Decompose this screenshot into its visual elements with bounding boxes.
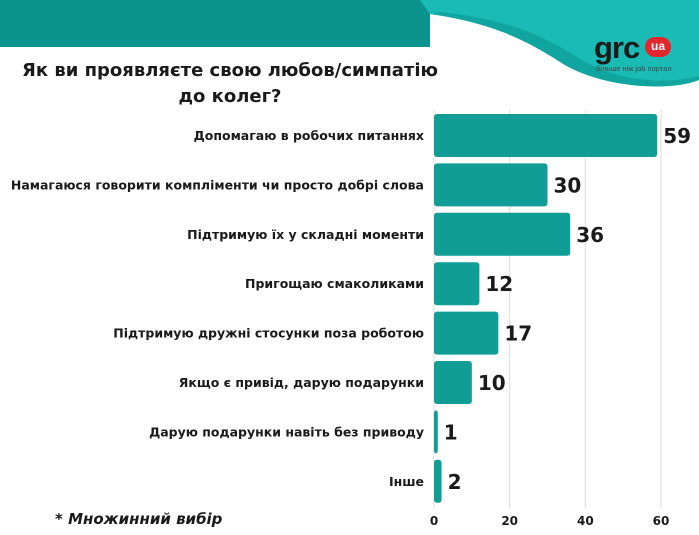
category-label: Інше <box>389 474 424 489</box>
value-label: 59 <box>663 124 691 148</box>
category-label: Намагаюся говорити компліменти чи просто… <box>11 177 424 192</box>
category-label: Дарую подарунки навіть без приводу <box>149 424 424 439</box>
value-label: 30 <box>554 173 582 197</box>
category-label: Допомагаю в робочих питаннях <box>194 128 424 143</box>
bar <box>434 361 472 404</box>
chart-title-line-1: Як ви проявляєте свою любов/симпатію <box>21 60 439 81</box>
logo-tagline: більше ніж job портал <box>596 64 672 73</box>
x-tick-label: 20 <box>501 514 518 528</box>
x-tick-label: 60 <box>653 514 670 528</box>
bar <box>434 163 548 207</box>
value-label: 17 <box>504 322 532 346</box>
value-label: 12 <box>485 272 513 296</box>
category-label: Пригощаю смаколиками <box>245 276 424 291</box>
x-tick-label: 0 <box>430 514 438 528</box>
footnote: * Множинний вибір <box>55 510 223 528</box>
category-label: Підтримую їх у складні моменти <box>187 227 424 242</box>
logo-badge: ua <box>645 37 671 57</box>
chart-title-line-2: до колег? <box>178 86 282 107</box>
value-label: 1 <box>444 420 458 444</box>
category-label: Підтримую дружні стосунки поза роботою <box>113 326 424 341</box>
value-label: 2 <box>448 470 462 494</box>
chart-title: Як ви проявляєте свою любов/симпатію до … <box>20 58 440 110</box>
bar <box>434 459 442 503</box>
grc-logo: grc ua більше ніж job портал <box>594 30 694 74</box>
category-label: Якщо є привід, дарую подарунки <box>179 375 424 390</box>
logo-text: grc <box>594 30 640 65</box>
value-label: 10 <box>478 371 506 395</box>
bar <box>434 262 480 306</box>
value-label: 36 <box>576 223 604 247</box>
x-tick-label: 40 <box>577 514 594 528</box>
bar <box>434 311 499 355</box>
header-banner <box>0 0 699 87</box>
bar <box>434 410 438 454</box>
bar <box>434 212 571 256</box>
bar <box>434 114 658 157</box>
